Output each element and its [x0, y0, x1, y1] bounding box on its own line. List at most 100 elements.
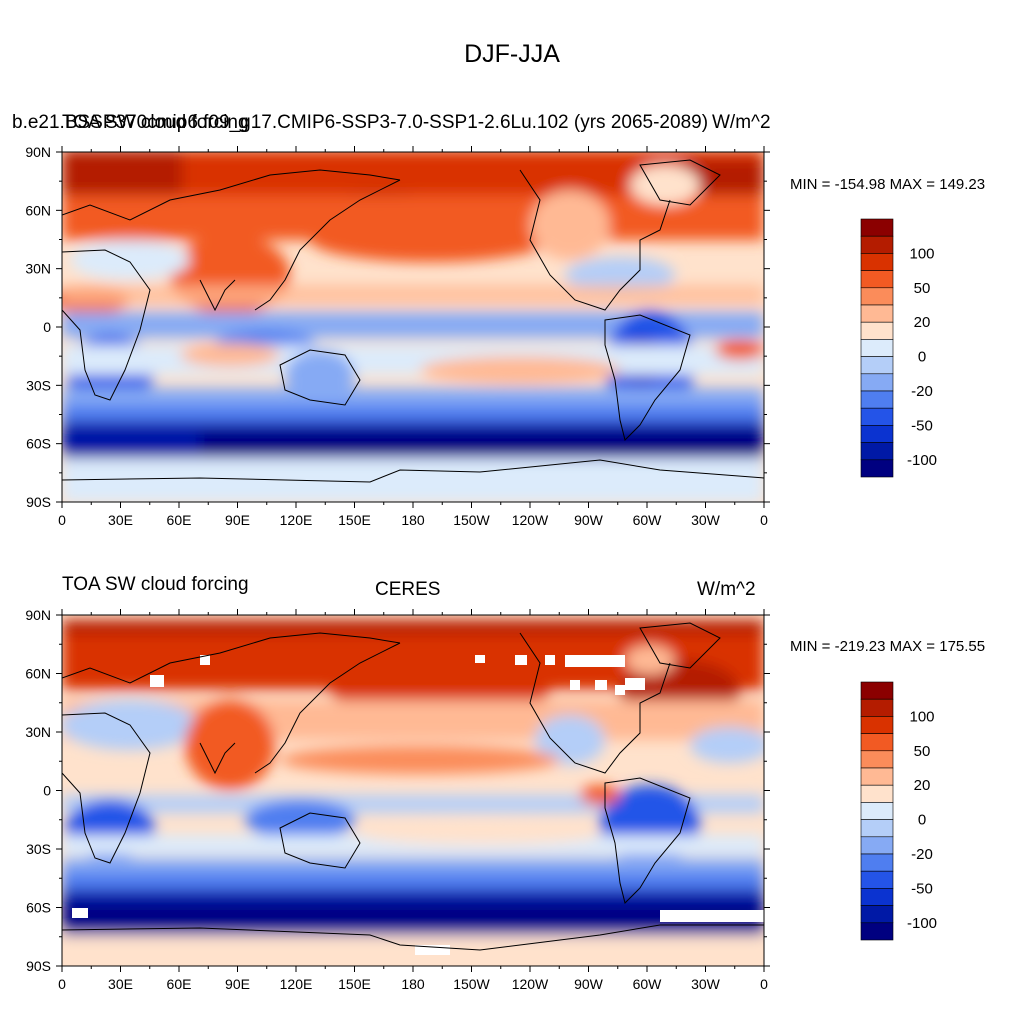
lon-tick-label: 0 — [58, 512, 66, 528]
lon-tick-label: 150W — [453, 976, 490, 992]
lat-tick-label: 30S — [26, 841, 51, 857]
lon-tick-label: 30W — [691, 976, 721, 992]
colorbar-swatch — [860, 905, 894, 924]
colorbar-swatch — [860, 235, 894, 254]
lon-tick-label: 60E — [167, 976, 192, 992]
panel1-units-label: W/m^2 — [712, 112, 771, 133]
lat-tick-label: 90S — [26, 958, 51, 974]
lat-tick-label: 30S — [26, 377, 51, 393]
colorbar-label: -50 — [911, 417, 933, 434]
colorbar-label: 50 — [914, 280, 931, 297]
panel2-map — [62, 615, 764, 966]
lon-tick-label: 90E — [225, 976, 250, 992]
colorbar-label: 20 — [914, 777, 931, 794]
lon-tick-label: 60W — [633, 512, 663, 528]
lon-tick-label: 150W — [453, 512, 490, 528]
lat-tick-label: 60S — [26, 436, 51, 452]
colorbar-swatch — [860, 836, 894, 855]
lon-tick-label: 120W — [512, 512, 549, 528]
colorbar-swatch — [860, 870, 894, 889]
colorbar-label: 100 — [909, 245, 934, 262]
panel2-colorbar: 100 50 20 0 -20 -50 -100 — [860, 681, 937, 941]
lat-tick-label: 0 — [43, 319, 51, 335]
colorbar-label: -100 — [907, 452, 937, 469]
colorbar-swatch — [860, 407, 894, 426]
lon-tick-label: 120E — [280, 512, 313, 528]
colorbar-swatch — [860, 339, 894, 357]
panel2-axes: 0 30E 60E 90E 120E 150E 180 150W 120W 90W 60W 30W 09… — [25, 607, 770, 992]
panel1-colorbar: 100 50 20 0 -20 -50 -100 — [860, 218, 937, 478]
lon-tick-label: 120E — [280, 976, 313, 992]
lat-tick-label: 30N — [25, 724, 51, 740]
colorbar-swatch — [860, 716, 894, 734]
colorbar-swatch — [860, 681, 894, 700]
lat-tick-label: 0 — [43, 783, 51, 799]
colorbar-swatch — [860, 922, 894, 941]
panel2-units-label: W/m^2 — [697, 579, 756, 600]
colorbar-label: -20 — [911, 846, 933, 863]
colorbar-swatch — [860, 750, 894, 769]
panel2-source-label: CERES — [375, 579, 441, 600]
colorbar-swatch — [860, 270, 894, 289]
lon-tick-label: 90W — [574, 976, 604, 992]
lat-tick-label: 90N — [25, 607, 51, 623]
figure-title: DJF-JJA — [464, 40, 560, 68]
colorbar-label: 100 — [909, 708, 934, 725]
panel1-coastlines — [62, 159, 764, 483]
colorbar-swatch — [860, 698, 894, 717]
lon-tick-label: 0 — [760, 976, 768, 992]
colorbar-swatch — [860, 802, 894, 820]
colorbar-swatch — [860, 733, 894, 752]
lon-tick-label: 120W — [512, 976, 549, 992]
lon-tick-label: 150E — [338, 512, 371, 528]
lon-tick-label: 0 — [58, 976, 66, 992]
colorbar-swatch — [860, 888, 894, 906]
lon-tick-label: 150E — [338, 976, 371, 992]
panel2-minmax: MIN = -219.23 MAX = 175.55 — [790, 638, 986, 655]
panel2-coastlines — [62, 622, 764, 951]
lon-tick-label: 180 — [401, 976, 425, 992]
lat-tick-label: 60N — [25, 666, 51, 682]
colorbar-label: -100 — [907, 915, 937, 932]
lat-tick-label: 60N — [25, 202, 51, 218]
panel1-minmax: MIN = -154.98 MAX = 149.23 — [790, 176, 986, 193]
colorbars: 100 50 20 0 -20 -50 -100 100 50 20 0 -20 -50 -100 — [860, 218, 937, 941]
map-axes: 0 30E 60E 90E 120E 150E 180 150W 120W 90W 60W 30W 09… — [25, 144, 770, 992]
lon-tick-label: 90E — [225, 512, 250, 528]
colorbar-swatch — [860, 304, 894, 323]
lat-tick-label: 60S — [26, 900, 51, 916]
colorbar-swatch — [860, 373, 894, 392]
colorbar-swatch — [860, 853, 894, 872]
lon-tick-label: 0 — [760, 512, 768, 528]
lon-tick-label: 180 — [401, 512, 425, 528]
colorbar-swatch — [860, 356, 894, 375]
lat-tick-label: 90N — [25, 144, 51, 160]
panel1-case-label: b.e21.BSSP370cmip6.f09_g17.CMIP6-SSP3-7.… — [12, 112, 709, 133]
colorbar-swatch — [860, 390, 894, 409]
panel1-variable-label: TOA SW cloud forcing — [62, 112, 249, 133]
panel2-variable-label: TOA SW cloud forcing — [62, 574, 249, 595]
colorbar-swatch — [860, 321, 894, 340]
colorbar-label: -50 — [911, 880, 933, 897]
colorbar-label: 0 — [918, 349, 926, 366]
lon-tick-label: 30W — [691, 512, 721, 528]
lat-tick-label: 90S — [26, 494, 51, 510]
colorbar-label: 20 — [914, 314, 931, 331]
colorbar-swatch — [860, 819, 894, 838]
lon-tick-label: 30E — [108, 512, 133, 528]
lat-tick-label: 30N — [25, 261, 51, 277]
lon-tick-label: 30E — [108, 976, 133, 992]
colorbar-label: 0 — [918, 812, 926, 829]
colorbar-label: -20 — [911, 383, 933, 400]
colorbar-label: 50 — [914, 743, 931, 760]
colorbar-swatch — [860, 442, 894, 461]
lon-tick-label: 60W — [633, 976, 663, 992]
colorbar-swatch — [860, 425, 894, 443]
lon-tick-label: 60E — [167, 512, 192, 528]
panel1-map — [62, 152, 764, 502]
colorbar-swatch — [860, 459, 894, 478]
lon-tick-label: 90W — [574, 512, 604, 528]
colorbar-swatch — [860, 287, 894, 306]
colorbar-swatch — [860, 253, 894, 271]
